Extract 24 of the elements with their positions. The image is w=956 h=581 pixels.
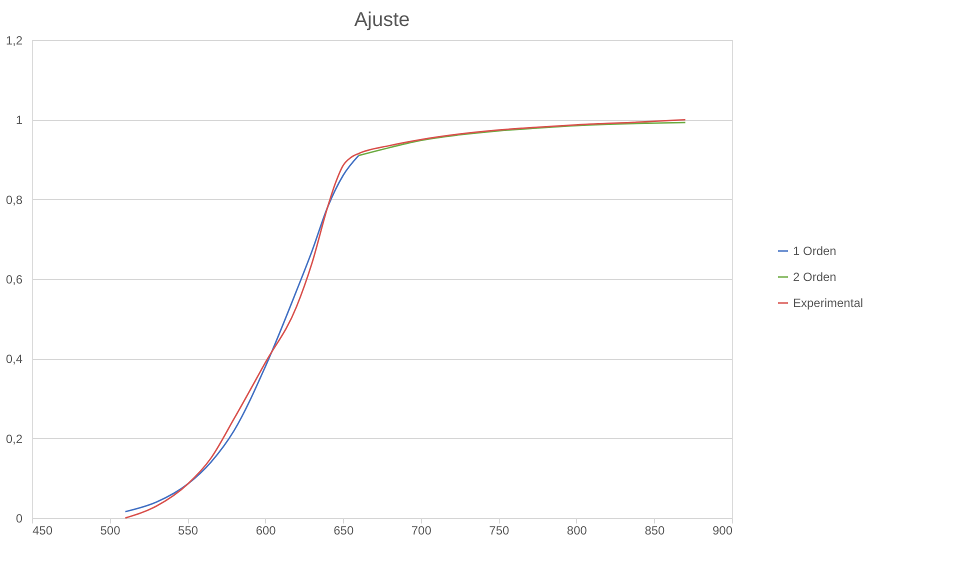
x-tick-label: 850 [644, 524, 666, 538]
y-tick-label: 1 [16, 113, 23, 128]
x-tick-label: 900 [712, 524, 733, 538]
line-series [358, 122, 686, 156]
y-tick-label: 0,6 [6, 272, 23, 286]
y-tick-label: 0,2 [6, 432, 23, 446]
chart-title: Ajuste [354, 9, 410, 31]
x-tick-label: 550 [178, 524, 198, 538]
y-tick-label: 0 [16, 512, 23, 526]
x-tick-label: 700 [411, 524, 432, 538]
y-tick-label: 0,8 [6, 192, 23, 207]
line-series [124, 154, 360, 512]
x-tick-label: 500 [100, 524, 121, 538]
x-tick-label: 450 [32, 524, 53, 538]
legend-label: Experimental [793, 296, 864, 310]
x-tick-label: 600 [256, 524, 276, 538]
line-series [124, 118, 686, 519]
y-tick-label: 0,4 [6, 352, 23, 366]
y-tick-label: 1,2 [6, 34, 23, 48]
x-tick-label: 750 [489, 524, 510, 538]
x-tick-label: 800 [566, 524, 588, 538]
legend-label: 1 Orden [793, 244, 836, 258]
x-tick-label: 650 [334, 524, 354, 538]
legend-label: 2 Orden [793, 270, 836, 284]
